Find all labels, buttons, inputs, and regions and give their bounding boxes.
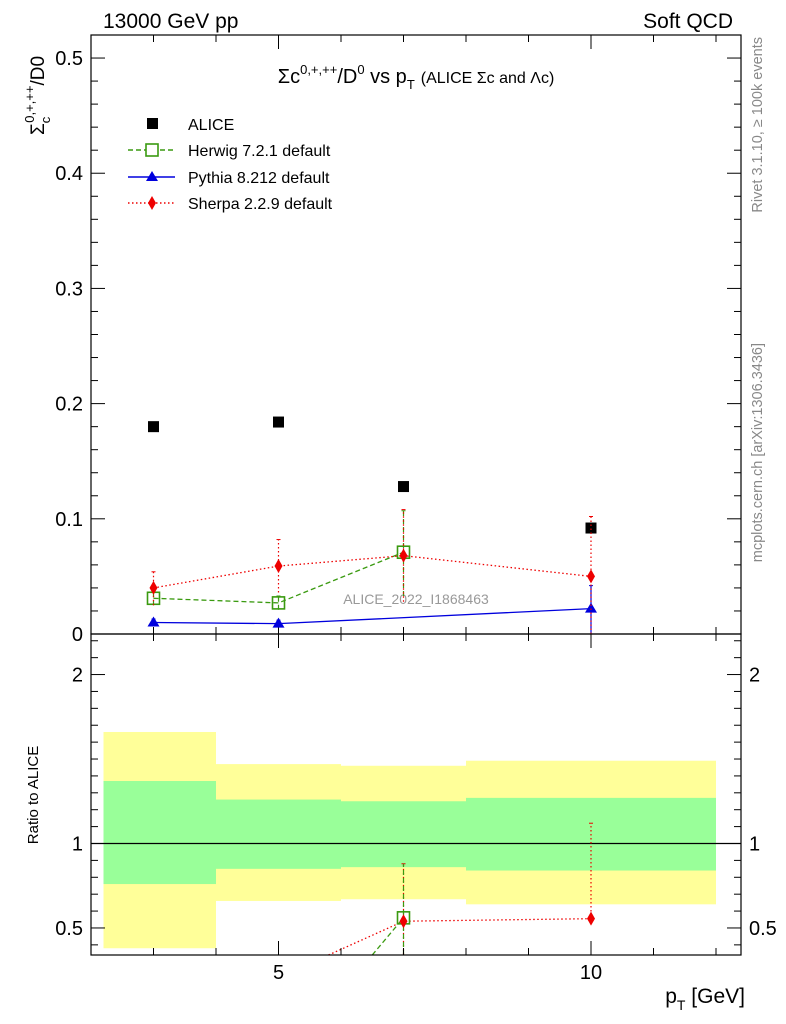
sherpa-point <box>587 569 595 584</box>
y-tick-label: 0.5 <box>55 48 83 70</box>
x-axis-label: pT [GeV] <box>665 985 745 1013</box>
y-tick-label: 0.2 <box>55 394 83 416</box>
ratio-y-label: Ratio to ALICE <box>25 746 42 844</box>
series-line <box>153 608 592 625</box>
main-y-tick-labels: 0 0.1 0.2 0.3 0.4 0.5 <box>55 48 83 646</box>
alice-point <box>398 481 409 493</box>
series-line <box>153 555 592 589</box>
legend-sherpa: Sherpa 2.2.9 default <box>128 196 333 213</box>
legend-alice-label: ALICE <box>188 117 234 134</box>
sherpa-point <box>274 559 283 574</box>
ratio-y-tick-label: 1 <box>72 833 83 855</box>
x-tick-label: 5 <box>273 962 284 984</box>
legend-pythia: Pythia 8.212 default <box>128 170 330 187</box>
legend-herwig-label: Herwig 7.2.1 default <box>188 143 331 160</box>
ratio-x-ticks <box>90 634 717 955</box>
legend-alice-marker <box>147 118 158 129</box>
ratio-sherpa-point <box>399 914 408 929</box>
ratio-y-ticks <box>91 640 741 946</box>
alice-point <box>273 416 284 428</box>
legend-herwig-marker <box>145 143 159 157</box>
ratio-sherpa-point <box>587 911 595 926</box>
ratio-y-tick-label-right: 1 <box>749 833 760 855</box>
watermark: ALICE_2022_I1868463 <box>343 591 489 607</box>
pythia-point <box>585 602 597 613</box>
pythia-point <box>147 616 160 627</box>
ratio-y-tick-label-right: 0.5 <box>749 918 777 940</box>
ratio-y-tick-label: 0.5 <box>55 918 83 940</box>
x-tick-label: 10 <box>580 962 602 984</box>
herwig-point <box>271 596 286 610</box>
main-y-label: Σc0,+,++/D0 <box>22 56 53 135</box>
legend-pythia-marker <box>146 171 158 181</box>
alice-point <box>585 522 597 534</box>
legend: ALICE Herwig 7.2.1 default Pythia 8.212 … <box>128 117 333 213</box>
band-inner <box>103 780 216 885</box>
ratio-tick-labels: 0.5 0.5 1 1 2 2 5 10 <box>55 665 777 984</box>
legend-herwig: Herwig 7.2.1 default <box>128 143 331 160</box>
chart-title: Σc0,+,++/D0 vs pT (ALICE Σc and Λc) <box>278 62 555 92</box>
ratio-bands <box>91 731 741 949</box>
header-right: Soft QCD <box>643 10 733 33</box>
alice-point <box>148 421 159 433</box>
ratio-y-tick-label-right: 2 <box>749 665 760 687</box>
legend-sherpa-marker <box>148 196 156 210</box>
y-tick-label: 0.4 <box>55 163 83 185</box>
band-inner <box>216 799 341 869</box>
ratio-y-tick-label: 2 <box>72 665 83 687</box>
pythia-point <box>272 617 285 628</box>
ratio-panel: 0.5 0.5 1 1 2 2 5 10 Ratio to ALICE pT [GeV] <box>25 633 777 1013</box>
side-mcplots: mcplots.cern.ch [arXiv:1306.3436] <box>750 343 766 562</box>
ratio-panel-frame <box>90 633 742 956</box>
side-rivet: Rivet 3.1.10, ≥ 100k events <box>750 37 766 213</box>
legend-alice: ALICE <box>147 117 234 134</box>
band-inner <box>341 801 466 868</box>
y-tick-label: 0.3 <box>55 278 83 300</box>
y-tick-label: 0 <box>72 624 83 646</box>
sherpa-point <box>149 580 158 595</box>
legend-sherpa-label: Sherpa 2.2.9 default <box>188 196 333 213</box>
main-y-ticks <box>91 34 741 635</box>
header-left: 13000 GeV pp <box>103 10 238 33</box>
series-line <box>153 551 404 604</box>
sherpa-point <box>399 548 408 563</box>
ratio-line <box>328 918 592 955</box>
main-panel: 0 0.1 0.2 0.3 0.4 0.5 ALICE_2022_I1868463 Σc0… <box>22 34 742 646</box>
main-series <box>146 416 597 634</box>
ratio-series <box>328 822 595 955</box>
y-tick-label: 0.1 <box>55 509 83 531</box>
legend-pythia-label: Pythia 8.212 default <box>188 170 330 187</box>
